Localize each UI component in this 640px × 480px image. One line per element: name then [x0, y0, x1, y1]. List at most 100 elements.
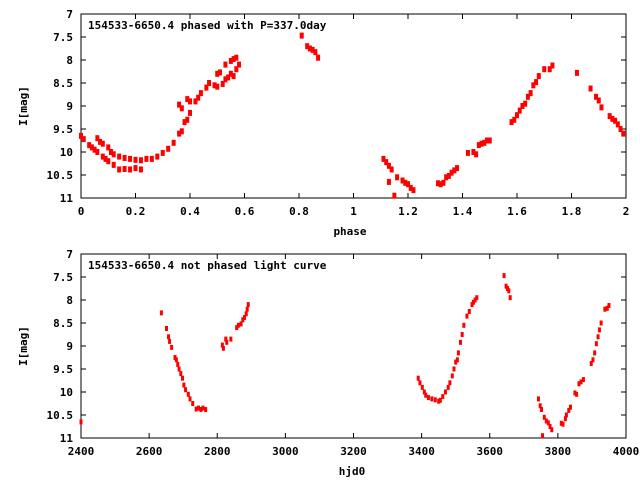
data-point — [547, 66, 552, 73]
data-point — [528, 90, 533, 97]
data-point — [239, 321, 243, 327]
y-tick-label: 8 — [66, 294, 73, 307]
data-point — [234, 54, 239, 61]
plot-frame — [80, 13, 627, 199]
data-point — [79, 419, 83, 425]
data-point — [111, 161, 116, 168]
data-point — [520, 103, 525, 109]
data-point — [441, 179, 446, 186]
data-point — [430, 396, 434, 402]
data-point — [177, 366, 181, 372]
data-point — [229, 336, 233, 342]
data-point — [446, 172, 451, 179]
data-point — [100, 153, 105, 160]
x-tick-label: 2600 — [136, 445, 163, 458]
data-point — [531, 82, 536, 89]
data-point — [177, 130, 182, 137]
data-point — [449, 169, 454, 176]
data-point — [597, 327, 601, 333]
data-point — [512, 116, 517, 123]
x-axis-label: hjd0 — [339, 465, 366, 478]
data-point — [561, 421, 565, 427]
data-point — [217, 69, 222, 76]
data-point — [170, 344, 174, 350]
data-point — [465, 149, 470, 156]
x-tick-label: 2 — [623, 205, 630, 218]
data-point — [471, 299, 475, 305]
data-point — [465, 313, 469, 319]
data-point — [568, 404, 572, 410]
data-point — [588, 85, 593, 92]
y-tick-label: 10 — [60, 386, 73, 399]
x-tick-label: 2400 — [68, 445, 95, 458]
data-point — [198, 90, 203, 97]
data-point — [226, 74, 231, 81]
data-point — [525, 93, 530, 100]
data-point — [197, 405, 201, 411]
data-point — [615, 121, 620, 128]
data-point — [411, 187, 416, 194]
data-point — [168, 338, 172, 344]
data-point — [212, 82, 217, 89]
data-point — [179, 371, 183, 377]
data-point — [386, 178, 391, 185]
data-point — [579, 379, 583, 385]
data-point — [443, 389, 447, 395]
data-point — [224, 336, 228, 342]
data-point — [221, 345, 225, 351]
x-tick-label: 3800 — [545, 445, 572, 458]
data-point — [310, 46, 315, 53]
data-point — [236, 322, 240, 328]
data-point — [79, 132, 83, 139]
data-point — [106, 158, 111, 165]
data-point — [523, 100, 528, 107]
data-point — [122, 154, 127, 161]
data-point — [603, 306, 607, 312]
data-point — [577, 381, 581, 387]
data-point — [458, 339, 462, 345]
data-point — [544, 418, 548, 424]
data-point — [462, 322, 466, 328]
data-point — [542, 414, 546, 420]
plot-title: 154533-6650.4 not phased light curve — [88, 259, 327, 272]
data-point — [607, 113, 612, 120]
data-point — [191, 401, 195, 406]
x-tick-label: 2800 — [204, 445, 231, 458]
data-point — [593, 350, 597, 356]
data-point — [133, 156, 138, 163]
x-tick-label: 0 — [78, 205, 85, 218]
data-point — [575, 391, 579, 397]
data-point — [474, 151, 479, 158]
y-axis-label: I[mag] — [17, 86, 30, 126]
data-point — [392, 192, 397, 199]
data-point — [433, 397, 437, 403]
data-point — [610, 115, 615, 122]
data-point — [193, 98, 198, 105]
data-point — [228, 57, 233, 64]
data-point — [605, 305, 609, 311]
y-tick-label: 11 — [60, 432, 74, 445]
data-point — [455, 165, 460, 172]
data-point — [482, 139, 487, 146]
y-tick-label: 7 — [66, 248, 73, 261]
data-point — [186, 391, 190, 397]
data-point — [581, 377, 585, 383]
data-point — [589, 360, 593, 366]
y-tick-label: 8 — [66, 54, 73, 67]
data-point — [563, 416, 567, 422]
data-point — [596, 334, 600, 340]
data-point — [299, 32, 304, 39]
y-tick-label: 9.5 — [53, 363, 73, 376]
data-point — [215, 83, 220, 90]
data-point — [100, 140, 105, 147]
data-point — [223, 61, 228, 68]
data-point — [95, 135, 100, 142]
data-point — [546, 420, 550, 426]
data-point — [155, 153, 160, 160]
data-point — [540, 406, 544, 412]
data-point — [386, 162, 391, 169]
data-point — [416, 375, 420, 381]
data-point — [245, 306, 249, 312]
data-point — [220, 80, 225, 87]
data-point — [550, 62, 555, 69]
